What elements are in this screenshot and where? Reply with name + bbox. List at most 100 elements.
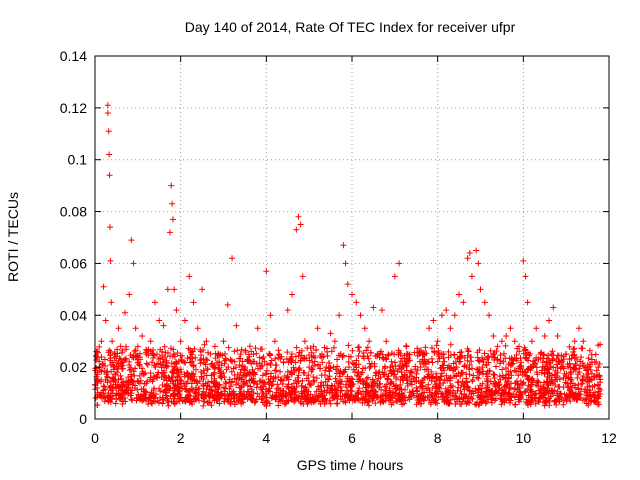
data-point bbox=[533, 325, 540, 332]
data-point bbox=[433, 374, 440, 381]
data-point bbox=[160, 367, 167, 374]
data-point bbox=[426, 397, 433, 404]
data-point bbox=[311, 378, 318, 385]
data-point bbox=[454, 387, 461, 394]
data-point bbox=[155, 399, 162, 406]
data-point bbox=[567, 398, 574, 405]
data-point bbox=[231, 348, 238, 355]
data-point bbox=[380, 391, 387, 398]
data-point bbox=[174, 377, 181, 384]
data-point bbox=[268, 395, 275, 402]
data-point bbox=[498, 401, 505, 408]
data-point bbox=[491, 354, 498, 361]
data-point bbox=[98, 389, 105, 396]
data-point bbox=[308, 349, 315, 356]
data-point bbox=[262, 371, 269, 378]
data-point bbox=[98, 378, 105, 385]
data-point bbox=[110, 378, 117, 385]
data-point bbox=[290, 364, 297, 371]
data-point bbox=[121, 309, 128, 316]
data-point bbox=[478, 398, 485, 405]
data-point bbox=[263, 367, 270, 374]
data-point bbox=[119, 358, 126, 365]
data-point bbox=[197, 369, 204, 376]
data-point bbox=[301, 338, 308, 345]
data-point bbox=[384, 376, 391, 383]
data-point bbox=[356, 348, 363, 355]
data-point bbox=[128, 377, 135, 384]
data-point bbox=[390, 399, 397, 406]
y-tick-label: 0.06 bbox=[60, 255, 87, 271]
data-point bbox=[596, 360, 603, 367]
data-point bbox=[170, 392, 177, 399]
data-point bbox=[547, 363, 554, 370]
data-point bbox=[412, 363, 419, 370]
y-tick-label: 0.04 bbox=[60, 307, 87, 323]
data-point bbox=[525, 392, 532, 399]
data-point bbox=[161, 387, 168, 394]
data-point bbox=[170, 398, 177, 405]
data-point bbox=[313, 375, 320, 382]
data-point bbox=[297, 398, 304, 405]
data-point bbox=[349, 291, 355, 298]
data-point bbox=[116, 355, 123, 362]
data-point bbox=[140, 385, 147, 392]
data-point bbox=[449, 383, 456, 390]
data-point bbox=[526, 350, 533, 357]
data-point bbox=[345, 342, 352, 349]
data-point bbox=[315, 361, 322, 368]
data-point bbox=[585, 378, 592, 385]
data-point bbox=[577, 358, 584, 365]
data-point bbox=[509, 361, 516, 368]
data-point bbox=[179, 352, 186, 359]
data-point bbox=[332, 391, 339, 398]
data-point bbox=[193, 377, 200, 384]
data-point bbox=[292, 377, 299, 384]
data-point bbox=[575, 371, 582, 378]
data-point bbox=[126, 291, 133, 298]
data-point bbox=[473, 247, 480, 254]
data-point bbox=[523, 398, 530, 405]
data-point bbox=[475, 357, 482, 364]
data-point bbox=[349, 347, 356, 354]
data-point bbox=[333, 370, 340, 377]
data-point bbox=[539, 364, 546, 371]
data-point bbox=[587, 398, 594, 405]
data-point bbox=[94, 391, 101, 398]
data-point bbox=[571, 364, 578, 371]
data-point bbox=[502, 375, 509, 382]
data-point bbox=[355, 352, 362, 359]
data-point bbox=[585, 402, 592, 409]
data-point bbox=[291, 367, 298, 374]
data-point bbox=[204, 365, 211, 372]
data-point bbox=[178, 394, 185, 401]
data-point bbox=[379, 398, 386, 405]
data-point bbox=[107, 257, 114, 264]
data-point bbox=[258, 383, 265, 390]
data-point bbox=[141, 391, 148, 398]
data-point bbox=[440, 380, 447, 387]
data-point bbox=[252, 345, 259, 352]
data-point bbox=[584, 364, 591, 371]
data-point bbox=[363, 347, 370, 354]
data-point bbox=[254, 381, 261, 388]
data-point bbox=[98, 338, 105, 345]
data-point bbox=[130, 368, 137, 375]
data-point bbox=[369, 379, 376, 386]
data-point bbox=[398, 390, 405, 397]
data-point bbox=[307, 395, 314, 402]
data-point bbox=[245, 357, 252, 364]
data-point bbox=[98, 353, 105, 360]
data-point bbox=[188, 399, 195, 406]
data-point bbox=[428, 392, 435, 399]
data-point bbox=[334, 363, 341, 370]
data-point bbox=[348, 388, 355, 395]
data-point bbox=[385, 351, 392, 358]
data-point bbox=[107, 383, 114, 390]
data-point bbox=[484, 384, 491, 391]
data-point bbox=[211, 364, 218, 371]
data-point bbox=[234, 371, 241, 378]
data-point bbox=[185, 345, 192, 352]
data-point bbox=[502, 355, 509, 362]
data-point bbox=[384, 391, 391, 398]
